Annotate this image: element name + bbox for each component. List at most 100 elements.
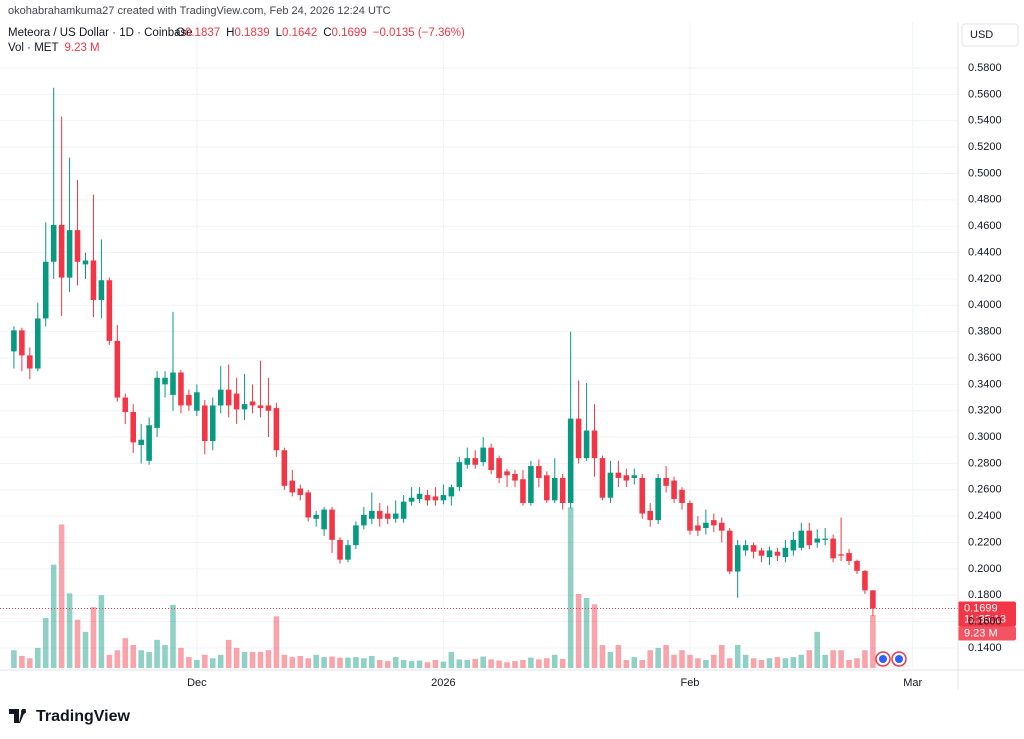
- x-tick-label: Feb: [680, 677, 699, 689]
- volume-bar: [225, 639, 232, 668]
- volume-bar: [472, 658, 479, 668]
- candle-body: [639, 477, 646, 514]
- volume-bar: [66, 593, 73, 668]
- candle-body: [408, 497, 415, 502]
- candle-body: [472, 458, 479, 465]
- y-tick-label: 0.2800: [968, 457, 1002, 469]
- volume-bar: [337, 657, 343, 668]
- candle-body: [27, 355, 33, 369]
- candle-body: [464, 458, 471, 465]
- y-tick-label: 0.5800: [968, 62, 1002, 74]
- volume-bar: [551, 654, 558, 668]
- volume-bar: [631, 657, 638, 668]
- ohlc-value: 0.1699: [332, 27, 367, 39]
- volume-bar: [559, 658, 566, 668]
- candle-body: [273, 408, 280, 451]
- candle-body: [758, 550, 765, 556]
- volume-bar: [456, 659, 463, 668]
- volume-bar: [384, 661, 391, 668]
- volume-bar: [615, 645, 622, 668]
- logo: TradingView: [9, 708, 131, 725]
- volume-bar: [408, 661, 415, 668]
- ohlc-key: O: [176, 27, 185, 39]
- volume-bar: [217, 654, 224, 668]
- y-tick-label: 0.4400: [968, 246, 1002, 258]
- candle-body: [726, 530, 733, 572]
- candle-body: [591, 430, 598, 459]
- volume-bar: [376, 659, 383, 668]
- y-tick-label: 0.3600: [968, 352, 1002, 364]
- volume-bar: [711, 654, 717, 668]
- candle-body: [512, 473, 518, 481]
- candle-body: [337, 539, 343, 560]
- y-tick-label: 0.3800: [968, 326, 1002, 338]
- currency[interactable]: USD: [970, 29, 993, 41]
- candle-body: [384, 513, 391, 519]
- volume-bar: [74, 619, 81, 668]
- volume-bar: [623, 659, 630, 668]
- ohlc-change: −0.0135 (−7.36%): [373, 27, 465, 39]
- candle-body: [440, 495, 447, 501]
- y-tick-label: 0.2600: [968, 484, 1002, 496]
- volume-bar: [432, 659, 439, 668]
- volume-badge: [958, 626, 1016, 641]
- ohlc-key: H: [226, 27, 234, 39]
- candle-body: [559, 477, 566, 503]
- candle-body: [782, 547, 789, 558]
- y-tick-label: 0.4800: [968, 194, 1002, 206]
- candle-body: [146, 425, 152, 461]
- volume-bar: [19, 655, 25, 668]
- y-tick-label: 0.2400: [968, 510, 1002, 522]
- candle-body: [50, 224, 57, 262]
- candle-body: [822, 538, 828, 540]
- y-tick-label: 0.3000: [968, 431, 1002, 443]
- candle-body: [750, 545, 757, 552]
- volume-bar: [567, 507, 574, 668]
- candle-body: [766, 550, 773, 558]
- candle-body: [655, 477, 661, 521]
- volume-bar: [424, 662, 431, 668]
- volume-bar: [504, 662, 510, 668]
- volume-bar: [321, 657, 327, 668]
- volume-bar: [11, 650, 17, 668]
- ohlc-value: 0.1642: [282, 27, 317, 39]
- volume-bar: [774, 657, 781, 668]
- event-icon-fill: [879, 655, 887, 663]
- volume-bar: [575, 593, 582, 668]
- volume-bar: [209, 658, 216, 668]
- ohlc-value: 0.1837: [185, 27, 220, 39]
- candle-body: [217, 389, 224, 406]
- candle-body: [225, 389, 232, 406]
- volume-bar: [750, 658, 757, 668]
- candle-body: [687, 502, 693, 531]
- y-tick-label: 0.3400: [968, 378, 1002, 390]
- last-price-badge: [958, 601, 1016, 627]
- volume-bar: [448, 651, 455, 668]
- candle-body: [870, 590, 876, 609]
- volume-bar: [830, 650, 836, 668]
- volume-bar: [814, 631, 821, 668]
- volume-bar: [718, 645, 725, 668]
- candle-body: [98, 280, 105, 301]
- candle-body: [257, 405, 264, 409]
- volume-bar: [520, 659, 526, 668]
- candle-body: [416, 493, 423, 500]
- candle-body: [209, 405, 216, 442]
- volume-bar: [361, 658, 367, 668]
- volume-bar: [695, 658, 701, 668]
- volume-bar: [241, 651, 248, 668]
- candle-body: [830, 538, 836, 559]
- volume-bar: [846, 659, 852, 668]
- candle-body: [289, 480, 296, 493]
- candle-body: [790, 539, 797, 551]
- ohlc-key: L: [276, 27, 283, 39]
- candle-body: [846, 553, 852, 561]
- y-tick-label: 0.5200: [968, 141, 1002, 153]
- y-tick-label: 0.3200: [968, 405, 1002, 417]
- candle-body: [711, 520, 717, 526]
- candle-body: [575, 418, 582, 459]
- currency-box[interactable]: [961, 23, 1019, 47]
- logo-dot: [21, 709, 26, 714]
- volume-bar: [138, 650, 144, 668]
